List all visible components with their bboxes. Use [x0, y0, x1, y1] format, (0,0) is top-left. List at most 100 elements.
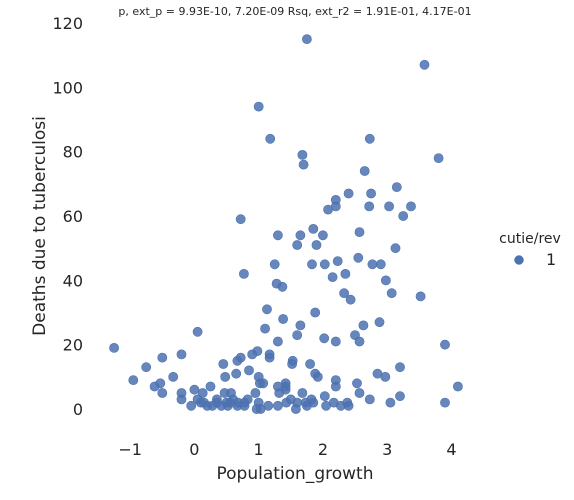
data-point: [330, 336, 341, 347]
data-point: [281, 397, 292, 408]
data-point: [354, 336, 365, 347]
x-tick-label: −1: [118, 440, 142, 459]
x-tick-label: 0: [189, 440, 199, 459]
y-axis-ticks: 0 20 40 60 80 100 120: [52, 14, 83, 419]
data-point: [398, 211, 409, 221]
y-tick-label: 20: [63, 336, 83, 355]
data-point: [265, 133, 276, 144]
data-point: [323, 204, 333, 215]
data-point: [295, 230, 306, 241]
data-point: [253, 101, 264, 112]
data-point: [218, 359, 229, 369]
data-point: [290, 404, 301, 414]
data-point: [374, 317, 385, 328]
data-point: [406, 201, 416, 212]
data-point: [433, 153, 444, 163]
x-axis-ticks: −1 0 1 2 3 4: [118, 440, 456, 459]
data-point: [364, 133, 375, 144]
data-point: [307, 259, 317, 270]
data-point: [250, 388, 261, 398]
data-point: [395, 391, 405, 402]
y-tick-label: 60: [63, 207, 83, 226]
data-point: [305, 359, 315, 369]
x-axis-label: Population_growth: [217, 464, 374, 484]
data-point: [157, 388, 168, 398]
data-point: [308, 223, 319, 234]
data-point: [380, 371, 391, 382]
data-point: [192, 326, 203, 337]
x-tick-label: 4: [446, 440, 456, 459]
data-point: [332, 256, 343, 266]
data-point: [255, 404, 266, 414]
data-point: [395, 362, 405, 373]
data-point: [301, 34, 312, 44]
x-tick-label: 3: [382, 440, 392, 459]
y-tick-label: 100: [52, 78, 83, 97]
data-point: [186, 400, 197, 411]
data-point: [327, 272, 338, 282]
data-point: [390, 243, 401, 254]
legend-marker: [514, 255, 524, 265]
data-point: [391, 182, 402, 192]
data-point: [328, 397, 339, 408]
data-point: [352, 378, 362, 389]
x-tick-label: 1: [254, 440, 264, 459]
data-point: [419, 59, 430, 70]
data-point: [231, 368, 242, 379]
y-tick-label: 40: [63, 271, 83, 290]
data-point: [300, 397, 311, 408]
data-point: [141, 362, 152, 373]
data-point: [277, 281, 288, 292]
data-point: [317, 230, 328, 241]
data-point: [221, 397, 232, 408]
data-point: [278, 314, 288, 324]
data-point: [359, 166, 370, 176]
data-point: [343, 400, 354, 411]
data-point: [343, 188, 354, 199]
data-point: [319, 391, 330, 402]
data-point: [287, 359, 297, 369]
data-point: [262, 304, 272, 315]
data-point: [353, 252, 364, 263]
data-point: [311, 240, 322, 250]
data-point: [366, 188, 376, 199]
y-axis-label: Deaths due to tuberculosi: [30, 116, 50, 336]
data-point: [149, 381, 160, 392]
data-point: [380, 275, 391, 286]
data-point: [189, 384, 200, 395]
legend: cutie/rev 1: [499, 231, 561, 269]
data-point: [310, 307, 321, 318]
data-point: [298, 159, 309, 170]
data-point: [364, 201, 375, 212]
data-point: [238, 268, 249, 279]
y-tick-label: 80: [63, 143, 83, 162]
data-point: [264, 352, 275, 363]
data-point: [297, 149, 308, 160]
data-point: [197, 388, 208, 398]
data-point: [319, 259, 330, 270]
data-point: [157, 352, 168, 363]
data-point: [358, 320, 369, 331]
data-point: [128, 375, 139, 385]
data-point: [384, 201, 394, 212]
data-points: [109, 34, 463, 414]
data-point: [295, 320, 306, 331]
data-point: [364, 394, 375, 405]
data-point: [272, 230, 283, 241]
y-tick-label: 120: [52, 14, 83, 33]
data-point: [274, 388, 285, 398]
data-point: [109, 342, 119, 353]
data-point: [211, 397, 222, 408]
data-point: [252, 346, 263, 356]
data-point: [244, 365, 254, 376]
data-point: [292, 240, 303, 250]
data-point: [176, 349, 187, 360]
data-point: [367, 259, 378, 270]
data-point: [260, 323, 270, 334]
data-point: [354, 388, 365, 398]
data-point: [340, 268, 351, 279]
data-point: [319, 333, 330, 344]
data-point: [354, 227, 365, 237]
legend-title: cutie/rev: [499, 231, 561, 247]
